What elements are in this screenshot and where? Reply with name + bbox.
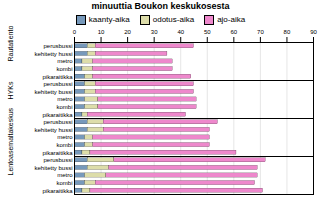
svg-text:metro: metro bbox=[57, 134, 73, 140]
svg-text:0: 0 bbox=[73, 29, 77, 35]
svg-text:pikaraitikka: pikaraitikka bbox=[42, 112, 73, 118]
svg-text:metro: metro bbox=[57, 96, 73, 102]
svg-text:HYKs: HYKs bbox=[7, 81, 14, 99]
svg-text:Itakeskus: Itakeskus bbox=[7, 107, 14, 137]
html-text:kaanty-aika: kaanty-aika bbox=[88, 15, 130, 24]
html-text:minuuttia Boukon keskukosesta: minuuttia Boukon keskukosesta bbox=[91, 1, 230, 11]
svg-text:90: 90 bbox=[310, 29, 317, 35]
svg-text:kehitetty hussi: kehitetty hussi bbox=[34, 51, 72, 57]
svg-text:kehitetty hussi: kehitetty hussi bbox=[34, 127, 72, 133]
svg-text:40: 40 bbox=[177, 29, 184, 35]
html-text:odotus-aika: odotus-aika bbox=[152, 15, 195, 24]
svg-text:50: 50 bbox=[204, 29, 211, 35]
svg-text:perusbussi: perusbussi bbox=[43, 119, 72, 125]
svg-text:pikaraitikka: pikaraitikka bbox=[42, 150, 73, 156]
svg-text:60: 60 bbox=[230, 29, 237, 35]
html-text:ajo-aika: ajo-aika bbox=[217, 15, 246, 24]
svg-text:pikaraitikka: pikaraitikka bbox=[42, 188, 73, 194]
svg-text:kombi: kombi bbox=[56, 142, 72, 148]
svg-text:80: 80 bbox=[284, 29, 291, 35]
svg-text:10: 10 bbox=[98, 29, 105, 35]
svg-text:kombi: kombi bbox=[56, 66, 72, 72]
svg-text:kombi: kombi bbox=[56, 104, 72, 110]
svg-text:30: 30 bbox=[151, 29, 158, 35]
svg-text:20: 20 bbox=[124, 29, 131, 35]
svg-text:perusbussi: perusbussi bbox=[43, 81, 72, 87]
svg-text:Rautatientori: Rautatientori bbox=[7, 26, 14, 62]
svg-text:metro: metro bbox=[57, 172, 73, 178]
svg-text:perusbussi: perusbussi bbox=[43, 157, 72, 163]
svg-text:kehitetty bussi: kehitetty bussi bbox=[34, 165, 72, 171]
svg-text:perusbussi: perusbussi bbox=[43, 43, 72, 49]
svg-text:metro: metro bbox=[57, 58, 73, 64]
svg-text:kombi: kombi bbox=[56, 180, 72, 186]
svg-text:pikaraitikka: pikaraitikka bbox=[42, 74, 73, 80]
svg-text:kehitetty bussi: kehitetty bussi bbox=[34, 89, 72, 95]
svg-text:Lentoasema: Lentoasema bbox=[7, 137, 14, 176]
svg-text:70: 70 bbox=[257, 29, 264, 35]
